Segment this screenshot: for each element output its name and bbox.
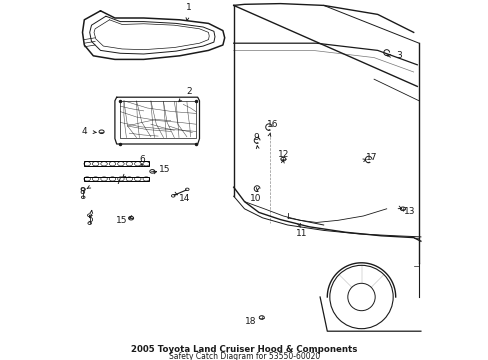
Text: 13: 13 (403, 207, 414, 216)
Polygon shape (84, 161, 149, 166)
Text: 8: 8 (79, 187, 84, 196)
Text: 17: 17 (365, 153, 376, 162)
Text: 15: 15 (159, 165, 170, 174)
Text: 12: 12 (278, 150, 289, 158)
Text: 16: 16 (266, 120, 278, 129)
Polygon shape (84, 177, 149, 181)
Text: 1: 1 (185, 3, 191, 12)
Text: 11: 11 (296, 229, 307, 238)
Text: 9: 9 (253, 133, 258, 142)
Text: 5: 5 (87, 215, 93, 224)
Text: 14: 14 (179, 194, 190, 203)
Text: 2: 2 (185, 87, 191, 96)
Text: 4: 4 (81, 127, 87, 136)
Text: 18: 18 (244, 317, 256, 325)
Text: 15: 15 (116, 216, 127, 225)
Text: 3: 3 (396, 51, 401, 60)
Text: Safety Catch Diagram for 53550-60020: Safety Catch Diagram for 53550-60020 (168, 352, 320, 360)
Text: 2005 Toyota Land Cruiser Hood & Components: 2005 Toyota Land Cruiser Hood & Componen… (131, 346, 357, 354)
Text: 7: 7 (115, 177, 121, 186)
Text: 6: 6 (139, 154, 144, 163)
Text: 10: 10 (250, 194, 261, 203)
